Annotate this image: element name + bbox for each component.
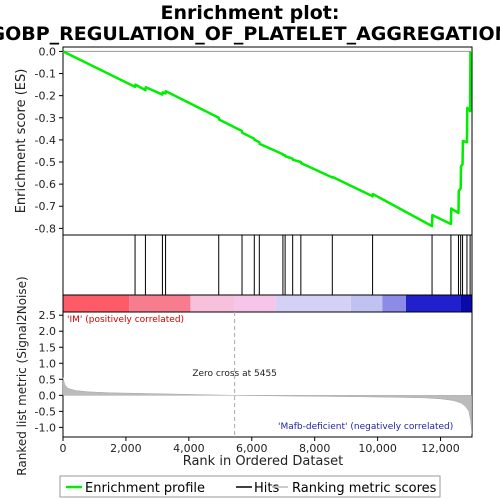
colorbar-segment — [275, 295, 351, 312]
hit-lines — [134, 235, 471, 295]
x-axis-label: Rank in Ordered Dataset — [183, 454, 344, 469]
metric-panel-frame — [62, 311, 473, 438]
metric-y-tick-label: 2.5 — [39, 309, 57, 322]
es-y-tick-label: -0.6 — [35, 178, 56, 191]
hits-panel-frame — [62, 234, 473, 296]
x-tick-label: 4,000 — [173, 442, 205, 455]
legend-label-hits: Hits — [254, 481, 279, 496]
hits-panel — [62, 234, 473, 296]
colorbar-segment — [405, 295, 461, 312]
es-y-tick-label: -0.2 — [35, 90, 56, 103]
es-y-tick-label: -0.7 — [35, 200, 56, 213]
chart-title: Enrichment plot: — [161, 2, 340, 24]
negative-correlation-label: 'Mafb-deficient' (negatively correlated) — [278, 422, 453, 432]
x-tick-label: 6,000 — [236, 442, 268, 455]
colorbar-segment — [190, 295, 235, 312]
metric-y-tick-label: 1.5 — [39, 341, 57, 354]
x-tick-label: 12,000 — [421, 442, 460, 455]
es-y-tick-label: -0.4 — [35, 134, 56, 147]
zero-cross-label: Zero cross at 5455 — [192, 369, 277, 379]
metric-y-tick-label: 0.5 — [39, 373, 57, 386]
metric-y-tick-label: -1.0 — [35, 421, 56, 434]
es-y-tick-label: -0.1 — [35, 68, 56, 81]
colorbar-segment — [129, 295, 191, 312]
es-panel-frame — [62, 46, 473, 236]
x-tick-label: 8,000 — [299, 442, 331, 455]
colorbar-segment — [234, 295, 276, 312]
metric-y-ticks: 2.5 2.0 1.5 1.0 0.5 0.0 -0.5 -1.0 — [35, 309, 63, 434]
legend-label-ranking-metric: Ranking metric scores — [292, 481, 437, 496]
x-axis-ticks: 0 2,000 4,000 6,000 8,000 10,000 12,000 — [60, 437, 460, 455]
es-y-tick-label: -0.3 — [35, 112, 56, 125]
metric-y-tick-label: 2.0 — [39, 325, 57, 338]
rank-colorbar — [62, 294, 473, 313]
colorbar-segment — [382, 295, 406, 312]
es-y-tick-label: 0.0 — [39, 45, 57, 58]
colorbar-segment — [350, 295, 383, 312]
metric-panel: 2.5 2.0 1.5 1.0 0.5 0.0 -0.5 -1.0 'IM' (positiv… — [15, 276, 473, 476]
enrichment-profile-line — [62, 50, 472, 228]
chart-subtitle: GOBP_REGULATION_OF_PLATELET_AGGREGATION — [0, 23, 500, 45]
colorbar-segment — [460, 295, 472, 312]
colorbar-segment — [63, 295, 130, 312]
es-y-ticks: 0.0 -0.1 -0.2 -0.3 -0.4 -0.5 -0.6 -0.7 -0.8 — [35, 45, 63, 235]
es-y-tick-label: -0.8 — [35, 222, 56, 235]
positive-correlation-label: 'IM' (positively correlated) — [67, 315, 184, 325]
metric-y-tick-label: 0.0 — [39, 389, 57, 402]
metric-y-tick-label: 1.0 — [39, 357, 57, 370]
x-tick-label: 0 — [60, 442, 67, 455]
legend: Enrichment profile Hits Ranking metric s… — [59, 475, 441, 498]
es-panel: 0.0 -0.1 -0.2 -0.3 -0.4 -0.5 -0.6 -0.7 -0.8 Enri… — [14, 45, 473, 236]
ranking-metric-area — [62, 377, 472, 434]
x-tick-label: 10,000 — [358, 442, 397, 455]
es-y-tick-label: -0.5 — [35, 156, 56, 169]
es-y-axis-label: Enrichment score (ES) — [14, 69, 29, 214]
x-tick-label: 2,000 — [110, 442, 142, 455]
metric-y-tick-label: -0.5 — [35, 405, 56, 418]
metric-y-axis-label: Ranked list metric (Signal2Noise) — [15, 276, 29, 475]
legend-label-enrichment-profile: Enrichment profile — [85, 481, 205, 496]
